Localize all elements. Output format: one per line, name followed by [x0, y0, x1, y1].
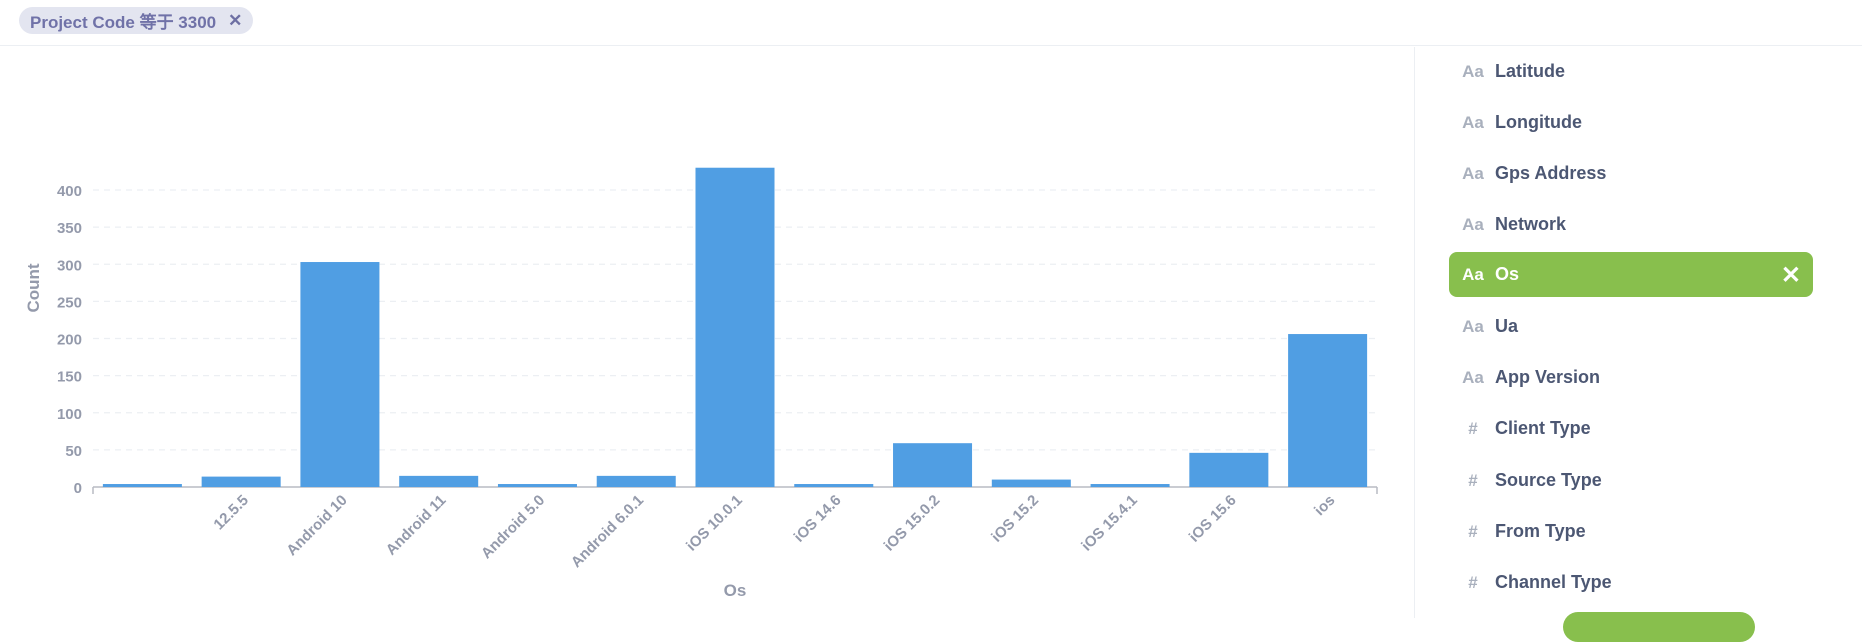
sidebar-item-network[interactable]: Aa Network — [1449, 202, 1813, 247]
add-button-partial[interactable] — [1563, 612, 1755, 642]
x-tick-label: iOS 15.4.1 — [1078, 492, 1141, 555]
bar — [1288, 334, 1368, 487]
y-tick-label: 400 — [57, 183, 82, 200]
y-tick-label: 150 — [57, 369, 82, 386]
x-tick-label: iOS 10.0.1 — [683, 492, 746, 555]
sidebar-item-longitude[interactable]: Aa Longitude — [1449, 100, 1813, 145]
x-tick-label: iOS 15.6 — [1186, 492, 1240, 546]
bar — [201, 476, 281, 487]
x-tick-label: Android 10 — [283, 492, 350, 559]
sidebar-item-label: From Type — [1495, 521, 1586, 541]
sidebar-item-app-version[interactable]: Aa App Version — [1449, 355, 1813, 400]
bar — [399, 475, 479, 487]
sidebar-item-label: Network — [1495, 214, 1567, 234]
y-axis-title: Count — [24, 263, 43, 312]
sidebar-item-label: Ua — [1495, 316, 1519, 336]
sidebar-item-label: Os — [1495, 264, 1520, 284]
sidebar-item-ua[interactable]: Aa Ua — [1449, 304, 1813, 349]
y-tick-label: 300 — [57, 257, 82, 274]
y-tick-label: 350 — [57, 220, 82, 237]
text-type-icon: Aa — [1462, 367, 1484, 387]
sidebar-item-label: Longitude — [1495, 112, 1582, 132]
sidebar-item-channel-type[interactable]: # Channel Type — [1449, 560, 1813, 605]
bar — [893, 443, 973, 487]
y-tick-label: 50 — [65, 443, 82, 460]
bar-chart: 0 50 100 150 200 250 300 350 400 12.5.5 Android 10… — [24, 167, 1378, 600]
text-type-icon: Aa — [1462, 316, 1484, 336]
divider — [1414, 47, 1415, 618]
sidebar-item-gps-address[interactable]: Aa Gps Address — [1449, 151, 1813, 196]
chart-area: 0 50 100 150 200 250 300 350 400 12.5.5 Android 10… — [0, 47, 1414, 618]
x-tick-label: iOS 15.2 — [988, 492, 1042, 546]
column-sidebar: Aa Latitude Aa Longitude Aa Gps Address … — [1415, 47, 1862, 618]
number-type-icon: # — [1468, 470, 1478, 490]
sidebar-item-label: Channel Type — [1495, 572, 1612, 592]
sidebar-item-label: App Version — [1495, 367, 1601, 387]
x-tick-label: 12.5.5 — [210, 492, 252, 534]
filter-label: Project Code 等于 3300 — [30, 13, 217, 32]
x-tick-label: ios — [1311, 492, 1338, 519]
sidebar-item-from-type[interactable]: # From Type — [1449, 509, 1813, 554]
number-type-icon: # — [1468, 521, 1478, 541]
bar — [991, 479, 1071, 487]
bar — [794, 484, 874, 487]
x-tick-label: iOS 14.6 — [791, 492, 845, 546]
y-tick-label: 100 — [57, 406, 82, 423]
x-tick-label: iOS 15.0.2 — [881, 492, 944, 555]
bar — [695, 167, 775, 487]
sidebar-item-client-type[interactable]: # Client Type — [1449, 406, 1813, 451]
x-tick-label: Android 11 — [383, 492, 450, 559]
text-type-icon: Aa — [1462, 112, 1484, 132]
y-tick-label: 0 — [74, 480, 82, 497]
close-icon[interactable]: ✕ — [228, 10, 243, 30]
y-tick-label: 200 — [57, 332, 82, 349]
filter-pill[interactable]: Project Code 等于 3300 ✕ — [19, 7, 254, 34]
text-type-icon: Aa — [1462, 264, 1484, 284]
filter-bar: Project Code 等于 3300 ✕ — [0, 0, 1862, 46]
x-axis-title: Os — [724, 581, 747, 600]
sidebar-item-label: Source Type — [1495, 470, 1602, 490]
bar — [300, 262, 380, 487]
bar — [596, 475, 676, 487]
x-tick-label: Android 5.0 — [478, 492, 548, 562]
number-type-icon: # — [1468, 572, 1478, 592]
sidebar-item-source-type[interactable]: # Source Type — [1449, 458, 1813, 503]
text-type-icon: Aa — [1462, 214, 1484, 234]
remove-icon[interactable]: ✕ — [1780, 262, 1801, 289]
text-type-icon: Aa — [1462, 61, 1484, 81]
sidebar-item-label: Gps Address — [1495, 163, 1607, 183]
bar — [102, 484, 182, 487]
sidebar-item-label: Latitude — [1495, 61, 1565, 81]
x-tick-label: Android 6.0.1 — [568, 492, 647, 571]
text-type-icon: Aa — [1462, 163, 1484, 183]
bar — [1090, 484, 1170, 487]
number-type-icon: # — [1468, 418, 1478, 438]
sidebar-item-latitude[interactable]: Aa Latitude — [1449, 49, 1813, 94]
sidebar-item-os[interactable]: Aa Os ✕ — [1449, 252, 1813, 297]
bar — [1189, 452, 1269, 487]
y-tick-label: 250 — [57, 294, 82, 311]
sidebar-item-label: Client Type — [1495, 418, 1591, 438]
bar — [497, 484, 577, 487]
